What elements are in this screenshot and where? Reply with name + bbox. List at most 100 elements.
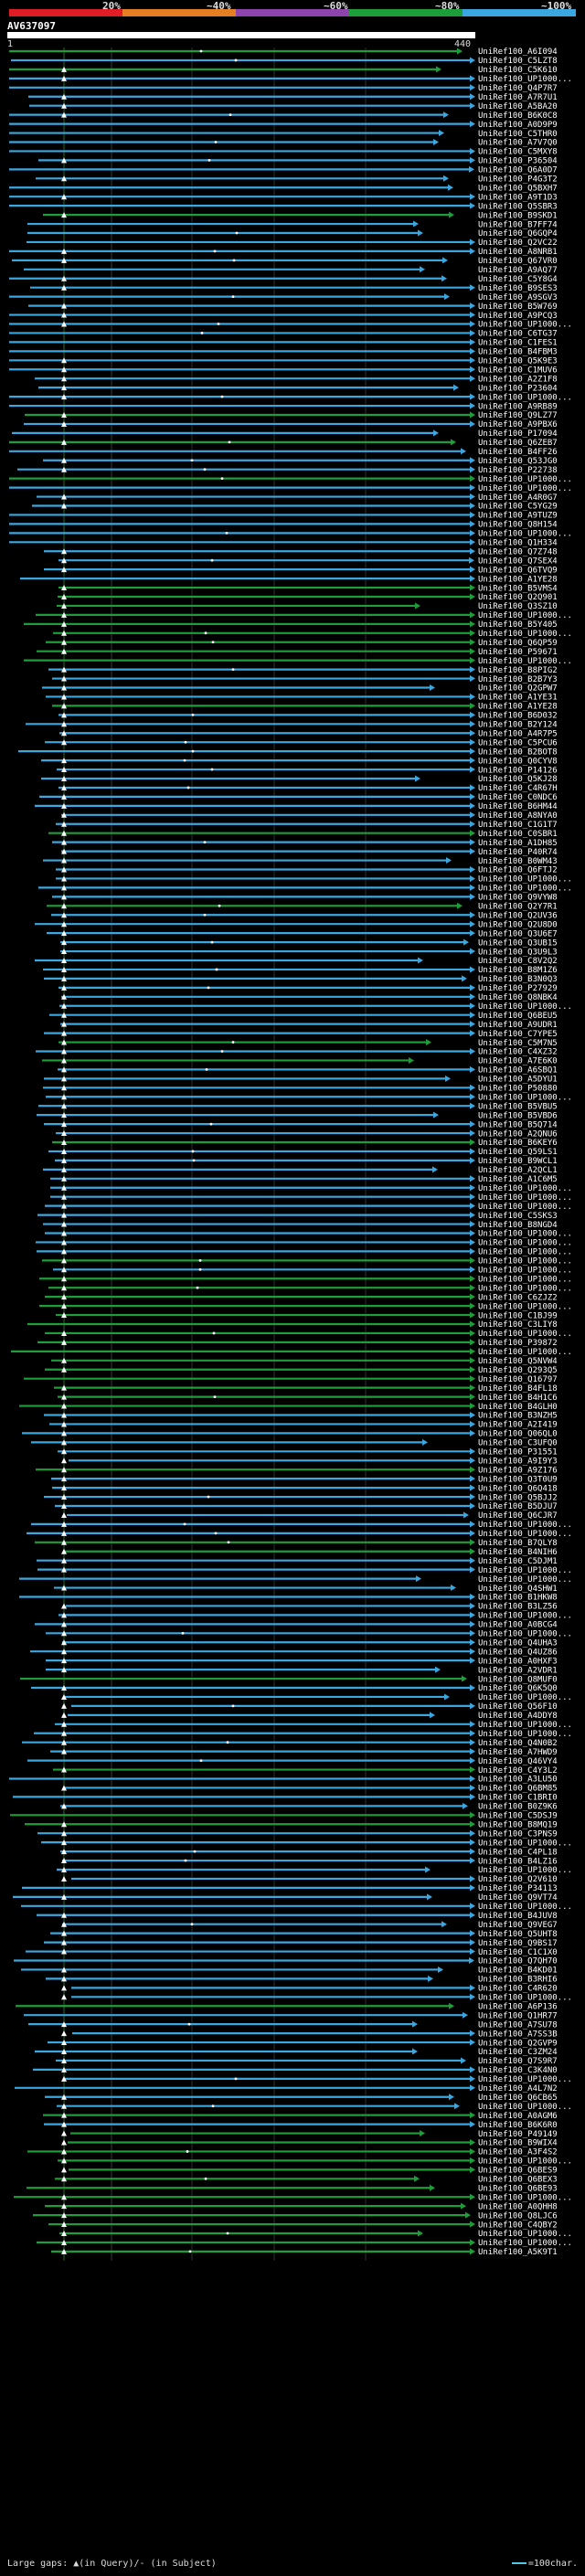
hit-label[interactable]: UniRef100_Q2U8D0	[478, 920, 558, 929]
hit-label[interactable]: UniRef100_C4XZ32	[478, 1048, 558, 1057]
hit-label[interactable]: UniRef100_A4L7N2	[478, 2084, 558, 2094]
hit-label[interactable]: UniRef100_UP1000...	[478, 1093, 572, 1102]
hit-label[interactable]: UniRef100_B7FF74	[478, 220, 558, 229]
hit-label[interactable]: UniRef100_B5VMS4	[478, 584, 558, 593]
hit-label[interactable]: UniRef100_B9SES3	[478, 284, 558, 293]
hit-label[interactable]: UniRef100_A4R7P5	[478, 729, 558, 738]
hit-label[interactable]: UniRef100_C5Y8G4	[478, 275, 558, 284]
hit-label[interactable]: UniRef100_A5DYU1	[478, 1076, 558, 1085]
hit-label[interactable]: UniRef100_UP1000...	[478, 1239, 572, 1248]
hit-label[interactable]: UniRef100_Q5NVW4	[478, 1357, 558, 1366]
hit-label[interactable]: UniRef100_UP1000...	[478, 1257, 572, 1267]
hit-label[interactable]: UniRef100_B8NGD4	[478, 1221, 558, 1230]
hit-label[interactable]: UniRef100_C7YPE5	[478, 1030, 558, 1039]
hit-label[interactable]: UniRef100_Q53JG0	[478, 457, 558, 466]
hit-label[interactable]: UniRef100_A1YE28	[478, 703, 558, 712]
hit-label[interactable]: UniRef100_Q8H154	[478, 521, 558, 530]
hit-label[interactable]: UniRef100_Q6QP59	[478, 639, 558, 648]
hit-label[interactable]: UniRef100_UP1000...	[478, 2157, 572, 2167]
hit-label[interactable]: UniRef100_B4KD01	[478, 1966, 558, 1976]
hit-label[interactable]: UniRef100_UP1000...	[478, 2075, 572, 2084]
hit-label[interactable]: UniRef100_A6SBQ1	[478, 1066, 558, 1076]
hit-label[interactable]: UniRef100_A9Z176	[478, 1466, 558, 1475]
hit-label[interactable]: UniRef100_C3PNS9	[478, 1829, 558, 1839]
hit-label[interactable]: UniRef100_C5K610	[478, 66, 558, 75]
hit-label[interactable]: UniRef100_Q46VY4	[478, 1757, 558, 1766]
hit-label[interactable]: UniRef100_B2B7Y3	[478, 675, 558, 684]
hit-label[interactable]: UniRef100_B0Z9K6	[478, 1803, 558, 1812]
hit-label[interactable]: UniRef100_A4DDY8	[478, 1712, 558, 1721]
hit-label[interactable]: UniRef100_P27929	[478, 984, 558, 993]
hit-label[interactable]: UniRef100_Q7Z748	[478, 547, 558, 557]
hit-label[interactable]: UniRef100_A7SU78	[478, 2020, 558, 2030]
hit-label[interactable]: UniRef100_Q6Q418	[478, 1484, 558, 1493]
hit-label[interactable]: UniRef100_P36504	[478, 157, 558, 166]
hit-label[interactable]: UniRef100_Q2VC22	[478, 239, 558, 248]
hit-label[interactable]: UniRef100_C3K4N0	[478, 2066, 558, 2075]
hit-label[interactable]: UniRef100_Q5K9E3	[478, 357, 558, 366]
hit-label[interactable]: UniRef100_A3F4S2	[478, 2148, 558, 2157]
hit-label[interactable]: UniRef100_UP1000...	[478, 1612, 572, 1621]
hit-label[interactable]: UniRef100_A5BA20	[478, 102, 558, 111]
hit-label[interactable]: UniRef100_Q2GPW7	[478, 684, 558, 694]
hit-label[interactable]: UniRef100_B5W769	[478, 302, 558, 312]
hit-label[interactable]: UniRef100_A9AQ77	[478, 266, 558, 275]
hit-label[interactable]: UniRef100_Q8NBK4	[478, 993, 558, 1002]
hit-label[interactable]: UniRef100_B3RHI6	[478, 1976, 558, 1985]
hit-label[interactable]: UniRef100_A9I9Y3	[478, 1457, 558, 1466]
hit-label[interactable]: UniRef100_A8NYA0	[478, 811, 558, 821]
hit-label[interactable]: UniRef100_C1MUV6	[478, 366, 558, 375]
hit-label[interactable]: UniRef100_UP1000...	[478, 1730, 572, 1739]
hit-label[interactable]: UniRef100_UP1000...	[478, 2230, 572, 2239]
hit-label[interactable]: UniRef100_UP1000...	[478, 1193, 572, 1203]
hit-label[interactable]: UniRef100_A1YE31	[478, 694, 558, 703]
hit-label[interactable]: UniRef100_Q5UHT8	[478, 1930, 558, 1939]
hit-label[interactable]: UniRef100_Q2Q901	[478, 593, 558, 602]
hit-label[interactable]: UniRef100_B5Y405	[478, 620, 558, 630]
hit-label[interactable]: UniRef100_B4LZ16	[478, 1857, 558, 1866]
hit-label[interactable]: UniRef100_Q293Q5	[478, 1366, 558, 1375]
hit-label[interactable]: UniRef100_B4FL18	[478, 1384, 558, 1394]
hit-label[interactable]: UniRef100_Q4SHW1	[478, 1585, 558, 1594]
hit-label[interactable]: UniRef100_C1BJ99	[478, 1311, 558, 1320]
hit-label[interactable]: UniRef100_Q6ZEB7	[478, 439, 558, 448]
hit-label[interactable]: UniRef100_C5DSJ9	[478, 1812, 558, 1821]
hit-label[interactable]: UniRef100_A3LU50	[478, 1776, 558, 1785]
hit-label[interactable]: UniRef100_Q4N0B2	[478, 1739, 558, 1748]
hit-label[interactable]: UniRef100_UP1000...	[478, 1275, 572, 1284]
hit-label[interactable]: UniRef100_B9WCL1	[478, 1157, 558, 1166]
hit-label[interactable]: UniRef100_C6TG37	[478, 330, 558, 339]
hit-label[interactable]: UniRef100_C4R67H	[478, 784, 558, 793]
hit-label[interactable]: UniRef100_Q3U9L3	[478, 948, 558, 957]
hit-label[interactable]: UniRef100_Q56F10	[478, 1702, 558, 1712]
hit-label[interactable]: UniRef100_UP1000...	[478, 1866, 572, 1875]
hit-label[interactable]: UniRef100_A8NRB1	[478, 248, 558, 257]
hit-label[interactable]: UniRef100_B8PIG2	[478, 666, 558, 675]
hit-label[interactable]: UniRef100_Q3SZ10	[478, 602, 558, 611]
hit-label[interactable]: UniRef100_Q59LS1	[478, 1148, 558, 1157]
hit-label[interactable]: UniRef100_Q9VT74	[478, 1893, 558, 1903]
hit-label[interactable]: UniRef100_A6P136	[478, 2002, 558, 2011]
hit-label[interactable]: UniRef100_B9SKD1	[478, 211, 558, 220]
hit-label[interactable]: UniRef100_UP1000...	[478, 1839, 572, 1848]
hit-label[interactable]: UniRef100_B2BOT8	[478, 747, 558, 757]
hit-label[interactable]: UniRef100_A9PCQ3	[478, 312, 558, 321]
hit-label[interactable]: UniRef100_Q6BEX3	[478, 2176, 558, 2185]
hit-label[interactable]: UniRef100_B7QLY8	[478, 1539, 558, 1548]
hit-label[interactable]: UniRef100_UP1000...	[478, 630, 572, 639]
hit-label[interactable]: UniRef100_B3NZH5	[478, 1412, 558, 1421]
hit-label[interactable]: UniRef100_Q1HR77	[478, 2011, 558, 2020]
hit-label[interactable]: UniRef100_A7R7U1	[478, 93, 558, 102]
hit-label[interactable]: UniRef100_UP1000...	[478, 1184, 572, 1193]
hit-label[interactable]: UniRef100_C5THR0	[478, 130, 558, 139]
hit-label[interactable]: UniRef100_Q6TVQ9	[478, 566, 558, 575]
hit-label[interactable]: UniRef100_A9SGV3	[478, 293, 558, 302]
hit-label[interactable]: UniRef100_B6K0C8	[478, 111, 558, 121]
hit-label[interactable]: UniRef100_B0WM43	[478, 857, 558, 866]
hit-label[interactable]: UniRef100_UP1000...	[478, 885, 572, 894]
hit-label[interactable]: UniRef100_A0HXF3	[478, 1657, 558, 1666]
hit-label[interactable]: UniRef100_UP1000...	[478, 1721, 572, 1730]
hit-label[interactable]: UniRef100_A7HWD9	[478, 1748, 558, 1757]
hit-label[interactable]: UniRef100_UP1000...	[478, 1002, 572, 1012]
hit-label[interactable]: UniRef100_UP1000...	[478, 1284, 572, 1293]
